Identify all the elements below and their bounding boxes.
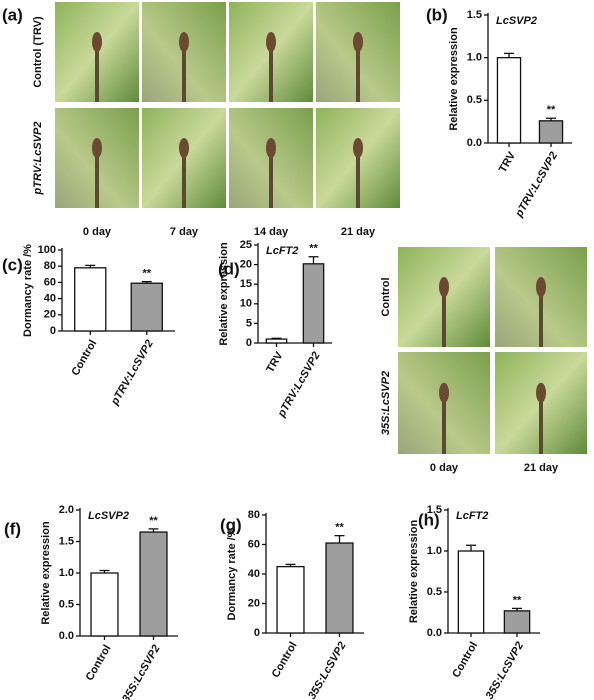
bud-tip [353, 32, 363, 52]
y-tick-label: 0.5 [427, 586, 442, 598]
y-tick-label: 80 [44, 260, 56, 272]
bar [90, 572, 119, 637]
panel-label: (h) [418, 510, 440, 529]
panel-label: (f) [4, 519, 21, 538]
bar [325, 542, 354, 634]
bar [130, 282, 163, 332]
bar [503, 610, 531, 634]
bud-tip [92, 32, 102, 52]
y-tick-label: 1.0 [59, 567, 74, 579]
y-tick-label: 100 [38, 244, 56, 256]
y-tick-label: 60 [44, 276, 56, 288]
y-tick-label: 1.5 [427, 504, 442, 516]
y-tick-label: 0 [246, 337, 252, 349]
row-label: 35S:LcSVP2 [380, 371, 392, 435]
x-tick-label: pTRV:LcSVP2 [513, 150, 560, 220]
x-tick-label: 35S:LcSVP2 [120, 643, 162, 700]
y-tick-label: 0 [254, 627, 260, 639]
y-tick-label: 40 [44, 293, 56, 305]
row-label: Control [380, 277, 392, 316]
panel-label: (b) [426, 5, 448, 24]
significance: ** [547, 104, 556, 116]
y-tick-label: 80 [248, 509, 260, 521]
y-axis-label: Relative expression [408, 520, 420, 624]
y-tick-label: 1.5 [59, 535, 74, 547]
y-tick-label: 25 [240, 239, 252, 251]
significance: ** [513, 594, 522, 606]
bud-tip [353, 138, 363, 158]
bar [496, 57, 522, 144]
y-tick-label: 5 [246, 317, 252, 329]
y-tick-label: 0.0 [467, 137, 482, 149]
bud-tip [536, 277, 546, 297]
y-tick-label: 0.0 [59, 630, 74, 642]
column-label: 14 day [254, 226, 289, 238]
bud-tip [179, 32, 189, 52]
column-label: 21 day [524, 462, 559, 474]
column-label: 7 day [170, 226, 199, 238]
y-tick-label: 0 [50, 325, 56, 337]
y-axis-label: Relative expression [218, 242, 230, 346]
y-tick-label: 1.0 [467, 52, 482, 64]
y-tick-label: 20 [248, 597, 260, 609]
panel-label: (c) [2, 255, 23, 274]
bud-tip [439, 382, 449, 403]
column-label: 21 day [341, 226, 376, 238]
y-tick-label: 0.5 [59, 598, 74, 610]
y-tick-label: 0.0 [427, 627, 442, 639]
significance: ** [149, 515, 158, 527]
bud-tip [536, 382, 546, 403]
y-tick-label: 0.5 [467, 94, 482, 106]
y-tick-label: 1.0 [427, 545, 442, 557]
column-label: 0 day [430, 462, 459, 474]
bud-tip [92, 138, 102, 158]
bud-tip [266, 138, 276, 158]
bud-tip [439, 277, 449, 297]
x-tick-label: Control [69, 338, 99, 378]
y-axis-label: Dormancy rate /% [22, 244, 34, 337]
significance: ** [142, 267, 151, 279]
row-label: Control (TRV) [32, 16, 44, 88]
y-tick-label: 20 [240, 259, 252, 271]
y-axis-label: Relative expression [40, 521, 52, 625]
bar [74, 267, 107, 332]
y-tick-label: 1.5 [467, 9, 482, 21]
bar [457, 550, 485, 634]
significance: ** [335, 522, 344, 534]
x-tick-label: Control [450, 640, 480, 680]
y-tick-label: 20 [44, 309, 56, 321]
column-label: 0 day [83, 226, 112, 238]
bar [276, 565, 305, 634]
significance: ** [309, 243, 318, 255]
x-tick-label: 35S:LcSVP2 [484, 640, 526, 700]
panel-label: (a) [2, 5, 23, 24]
gene-label: LcSVP2 [88, 510, 129, 522]
y-tick-label: 2.0 [59, 504, 74, 516]
x-tick-label: Control [270, 640, 300, 680]
gene-label: LcFT2 [456, 510, 488, 522]
row-label: pTRV:LcSVP2 [32, 122, 44, 196]
y-tick-label: 15 [240, 278, 252, 290]
gene-label: LcFT2 [266, 245, 298, 257]
y-tick-label: 40 [248, 568, 260, 580]
bud-tip [179, 138, 189, 158]
y-axis-label: Dormancy rate /% [226, 527, 238, 620]
x-tick-label: 35S:LcSVP2 [306, 640, 348, 700]
bud-tip [266, 32, 276, 52]
x-tick-label: pTRV:LcSVP2 [108, 338, 155, 408]
gene-label: LcSVP2 [496, 15, 537, 27]
y-tick-label: 10 [240, 298, 252, 310]
y-tick-label: 60 [248, 538, 260, 550]
x-tick-label: TRV [264, 349, 286, 374]
bar [538, 120, 564, 144]
x-tick-label: TRV [497, 149, 519, 174]
bar [302, 263, 325, 344]
panel-label: (g) [220, 515, 242, 534]
y-axis-label: Relative expression [448, 27, 460, 131]
bar [265, 338, 288, 344]
bar [139, 531, 168, 637]
panel-label: (d) [218, 259, 240, 278]
x-tick-label: Control [84, 643, 114, 683]
